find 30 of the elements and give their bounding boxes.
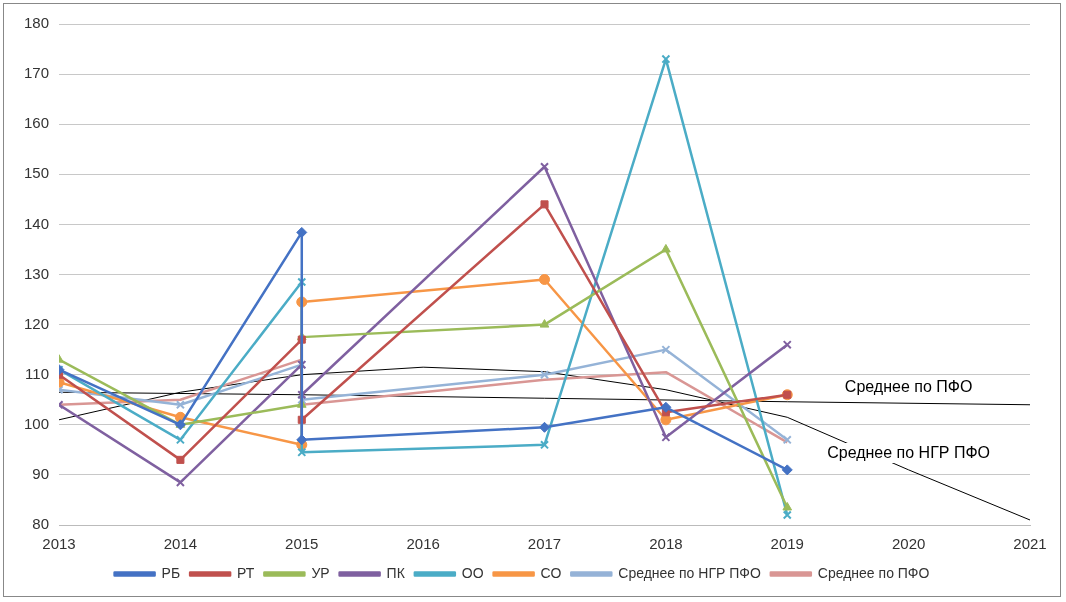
legend-label: Среднее по НГР ПФО (618, 564, 761, 581)
x-tick-label: 2021 (1013, 535, 1047, 553)
y-tick-label: 160 (24, 114, 50, 132)
legend-label: ОО (461, 564, 484, 581)
x-tick-label: 2017 (527, 535, 562, 553)
x-tick-label: 2020 (891, 535, 926, 553)
legend-label: Среднее по ПФО (817, 564, 930, 581)
y-tick-label: 180 (24, 14, 50, 32)
legend-label: РБ (161, 564, 181, 581)
annotation: Среднее по НГР ПФО (827, 444, 991, 462)
x-tick-label: 2019 (770, 535, 804, 553)
y-tick-label: 140 (24, 214, 50, 232)
y-tick-label: 110 (25, 364, 50, 382)
y-tick-label: 170 (24, 64, 50, 82)
annotation: Среднее по ПФО (844, 377, 973, 395)
y-tick-label: 100 (24, 414, 50, 432)
legend-label: УР (311, 564, 330, 581)
legend-label: ПК (386, 564, 406, 581)
y-tick-label: 80 (32, 515, 50, 533)
y-tick-label: 130 (24, 264, 50, 282)
legend-label: СО (540, 564, 562, 581)
x-tick-label: 2013 (42, 535, 76, 553)
y-tick-label: 120 (24, 314, 50, 332)
y-tick-label: 150 (24, 164, 50, 182)
legend-label: РТ (237, 564, 255, 581)
x-tick-label: 2016 (406, 535, 440, 553)
y-tick-label: 90 (32, 465, 50, 483)
x-tick-label: 2015 (285, 535, 319, 553)
x-tick-label: 2018 (649, 535, 683, 553)
x-tick-label: 2014 (163, 535, 198, 553)
